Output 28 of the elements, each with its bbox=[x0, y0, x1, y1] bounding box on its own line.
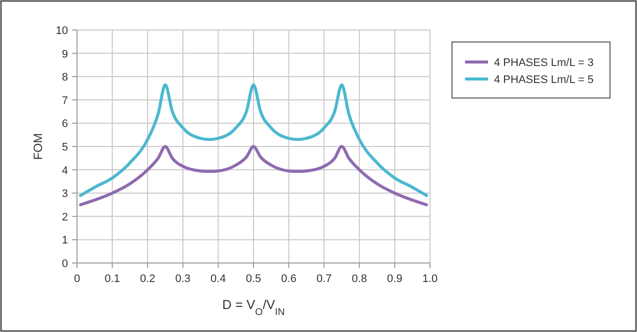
x-axis-title: D = V$_{O}$/V$_{IN}$ bbox=[222, 297, 285, 318]
y-tick-label: 8 bbox=[62, 72, 68, 84]
x-tick-label: 0.8 bbox=[352, 273, 368, 285]
y-axis-title: FOM bbox=[31, 133, 45, 160]
y-tick-label: 10 bbox=[56, 25, 68, 37]
x-tick-label: 0.1 bbox=[104, 273, 120, 285]
legend-label: 4 PHASES Lm/L = 5 bbox=[494, 74, 594, 86]
x-tick-label: 0.7 bbox=[316, 273, 332, 285]
y-tick-label: 4 bbox=[62, 164, 68, 177]
x-tick-label: 0.4 bbox=[210, 273, 226, 285]
x-tick-label: 0.2 bbox=[140, 273, 156, 285]
y-tick-label: 9 bbox=[62, 48, 68, 60]
line-series bbox=[79, 145, 428, 206]
y-tick-label: 0 bbox=[62, 258, 68, 270]
x-tick-label: 0 bbox=[74, 273, 80, 285]
x-tick-label: 0.3 bbox=[175, 273, 191, 285]
y-tick-label: 5 bbox=[62, 142, 68, 154]
line-series bbox=[79, 83, 428, 197]
y-tick-label: 3 bbox=[62, 188, 68, 200]
x-tick-label: 0.5 bbox=[246, 273, 262, 285]
y-tick-label: 2 bbox=[62, 211, 68, 224]
y-tick-label: 7 bbox=[62, 94, 68, 107]
text: 1.0 bbox=[422, 273, 438, 285]
y-tick-label: 1 bbox=[62, 234, 68, 247]
x-tick-label: 0.6 bbox=[281, 273, 296, 285]
legend-label: 4 PHASES Lm/L = 3 bbox=[494, 57, 594, 69]
x-tick-label: 0.9 bbox=[387, 273, 402, 285]
y-tick-label: 6 bbox=[62, 118, 68, 130]
